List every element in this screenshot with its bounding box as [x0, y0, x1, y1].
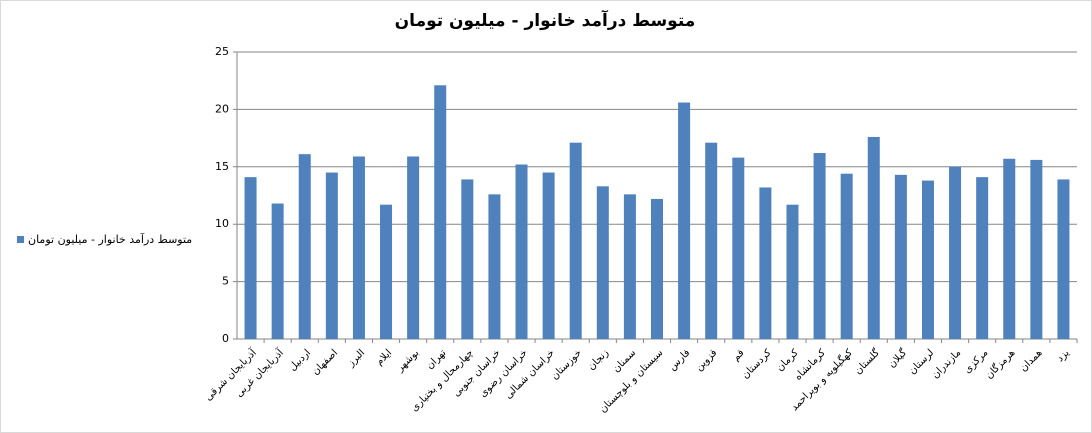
bar [949, 166, 962, 339]
bar [515, 164, 528, 339]
bar [325, 172, 338, 339]
bar [1030, 159, 1043, 339]
bar [461, 179, 474, 339]
bar [434, 85, 447, 340]
bar [298, 154, 311, 339]
y-tick-label: 25 [215, 45, 229, 58]
bar [244, 177, 257, 339]
bar [596, 186, 609, 339]
bar [352, 156, 365, 339]
legend-label: متوسط درآمد خانوار - میلیون تومان [28, 232, 192, 246]
bar [542, 172, 555, 339]
bar [623, 194, 636, 339]
bar [759, 187, 772, 339]
y-tick-label: 5 [222, 275, 229, 288]
bar [569, 142, 582, 339]
bar [840, 173, 853, 339]
bar [678, 102, 691, 340]
bar [651, 198, 663, 339]
y-tick-label: 15 [215, 160, 229, 173]
chart-title: متوسط درآمد خانوار - میلیون تومان [395, 9, 696, 31]
y-tick-label: 20 [215, 102, 229, 115]
bar [488, 194, 501, 339]
bar [1057, 179, 1070, 339]
bar [407, 156, 420, 339]
bar [1003, 158, 1016, 339]
bar [786, 204, 799, 339]
y-tick-label: 10 [215, 217, 229, 230]
bar [894, 174, 907, 339]
bar [732, 157, 745, 339]
bar [976, 177, 989, 339]
bar [867, 136, 880, 339]
y-tick-label: 0 [222, 332, 229, 345]
bar [921, 180, 934, 339]
legend-swatch [17, 236, 24, 243]
bar [813, 153, 826, 339]
bar [705, 142, 718, 339]
bar [380, 204, 393, 339]
bar [271, 203, 284, 339]
